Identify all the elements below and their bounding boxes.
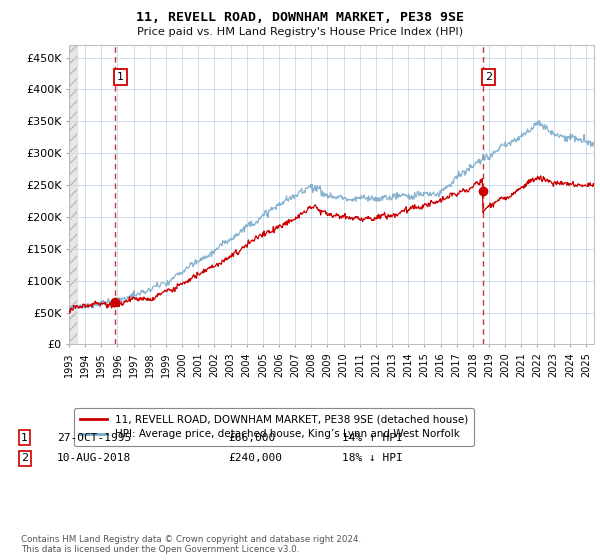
Text: 14% ↑ HPI: 14% ↑ HPI bbox=[342, 433, 403, 443]
Text: 2: 2 bbox=[21, 453, 28, 463]
Text: £66,000: £66,000 bbox=[228, 433, 275, 443]
Bar bbox=[69, 45, 77, 344]
Text: Price paid vs. HM Land Registry's House Price Index (HPI): Price paid vs. HM Land Registry's House … bbox=[137, 27, 463, 37]
Text: 27-OCT-1995: 27-OCT-1995 bbox=[57, 433, 131, 443]
Text: 18% ↓ HPI: 18% ↓ HPI bbox=[342, 453, 403, 463]
Text: 2: 2 bbox=[485, 72, 492, 82]
Text: 11, REVELL ROAD, DOWNHAM MARKET, PE38 9SE: 11, REVELL ROAD, DOWNHAM MARKET, PE38 9S… bbox=[136, 11, 464, 24]
Legend: 11, REVELL ROAD, DOWNHAM MARKET, PE38 9SE (detached house), HPI: Average price, : 11, REVELL ROAD, DOWNHAM MARKET, PE38 9S… bbox=[74, 408, 475, 446]
Text: 1: 1 bbox=[117, 72, 124, 82]
Text: 1: 1 bbox=[21, 433, 28, 443]
Text: 10-AUG-2018: 10-AUG-2018 bbox=[57, 453, 131, 463]
Text: £240,000: £240,000 bbox=[228, 453, 282, 463]
Bar bbox=[69, 45, 77, 344]
Text: Contains HM Land Registry data © Crown copyright and database right 2024.
This d: Contains HM Land Registry data © Crown c… bbox=[21, 535, 361, 554]
